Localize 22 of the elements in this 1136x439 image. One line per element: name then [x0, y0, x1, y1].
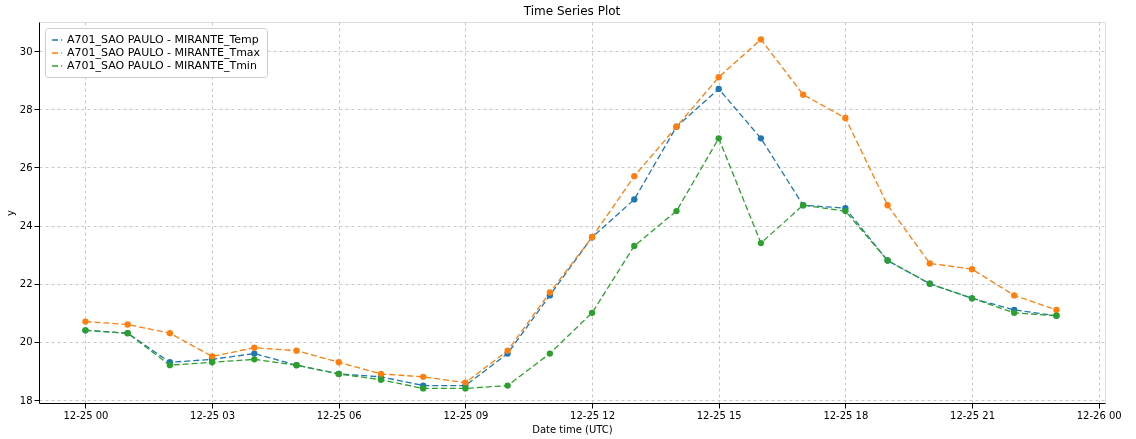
legend-label: A701_SAO PAULO - MIRANTE_Tmin [67, 59, 257, 72]
y-tick-label: 28 [19, 103, 33, 115]
x-tick-label: 12-25 09 [443, 409, 489, 421]
x-tick-label: 12-25 06 [316, 409, 362, 421]
y-axis-title: y [4, 209, 16, 216]
x-axis-title: Date time (UTC) [532, 423, 613, 435]
x-tick-label: 12-26 00 [1076, 409, 1122, 421]
legend-label: A701_SAO PAULO - MIRANTE_Temp [67, 33, 259, 46]
x-tick-label: 12-25 03 [190, 409, 236, 421]
y-tick-label: 22 [19, 278, 33, 290]
y-tick-label: 26 [19, 161, 33, 173]
x-tick-label: 12-25 00 [63, 409, 109, 421]
x-tick-label: 12-25 18 [823, 409, 869, 421]
y-tick-label: 24 [19, 220, 33, 232]
x-tick-label: 12-25 21 [950, 409, 995, 421]
y-tick-label: 18 [19, 394, 33, 406]
legend-label: A701_SAO PAULO - MIRANTE_Tmax [67, 46, 261, 59]
x-tick-label: 12-25 12 [570, 409, 616, 421]
x-tick-label: 12-25 15 [696, 409, 742, 421]
y-tick-label: 30 [19, 45, 33, 57]
y-tick-label: 20 [19, 336, 33, 348]
chart-title: Time Series Plot [522, 4, 621, 18]
